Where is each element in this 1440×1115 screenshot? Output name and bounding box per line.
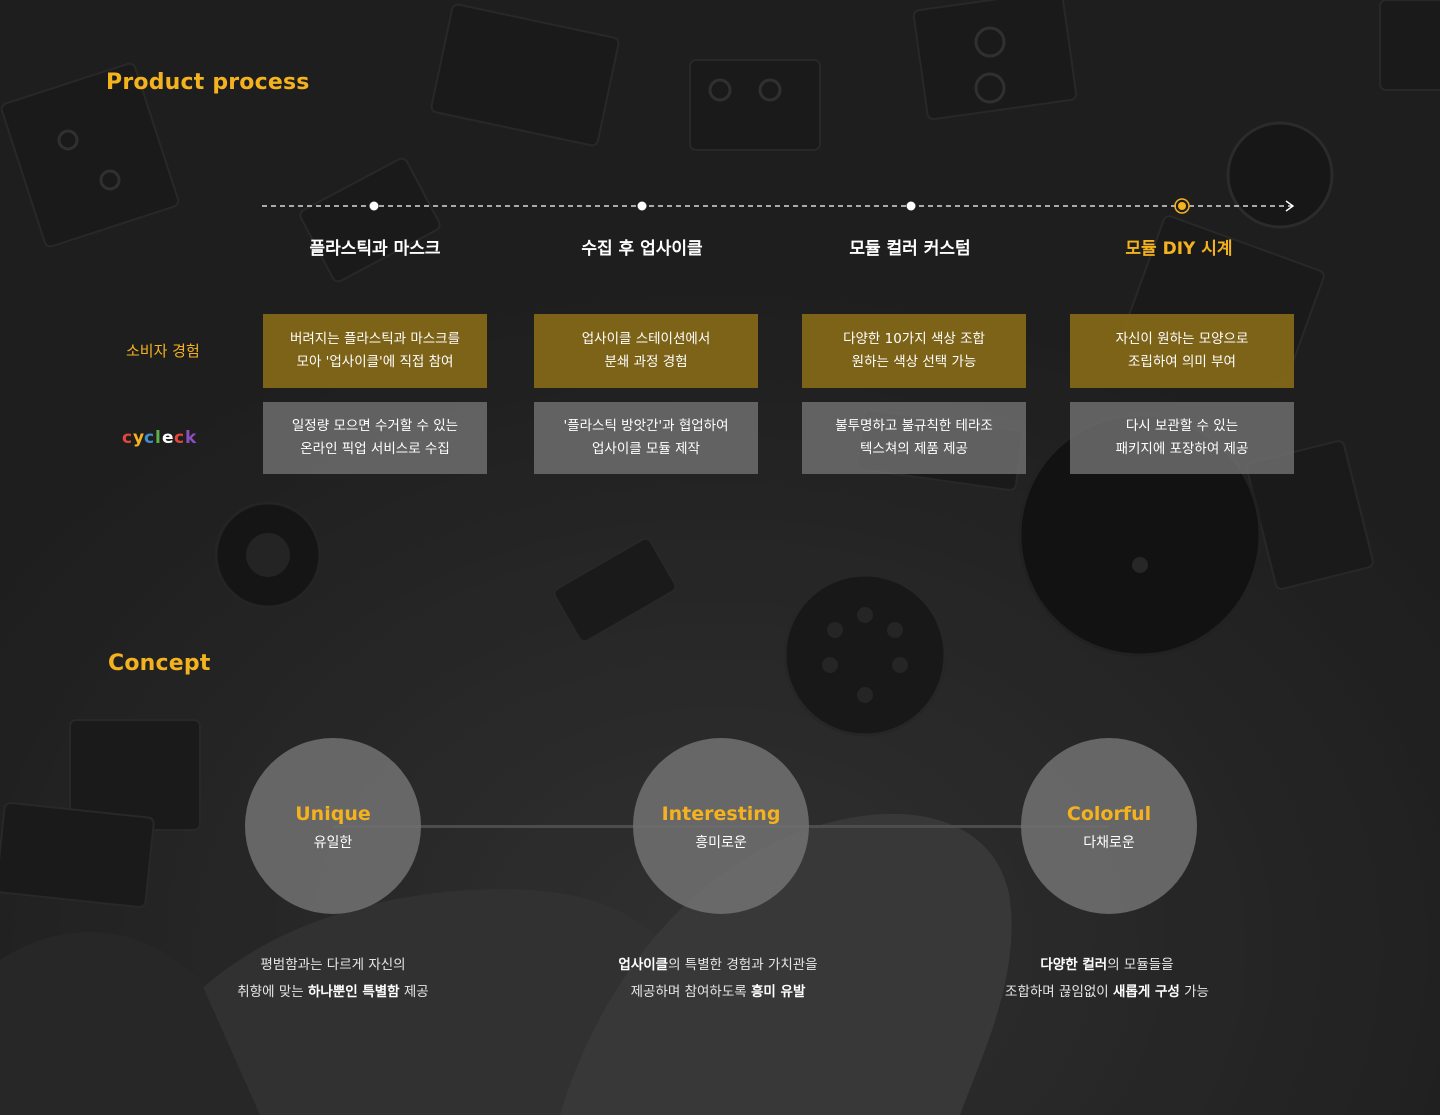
brand-card: 불투명하고 불규칙한 테라조 텍스쳐의 제품 제공 — [802, 402, 1026, 474]
cycleck-logo: c y c l e c k — [122, 428, 197, 448]
description-text: 조합하며 끊임없이 — [1005, 984, 1113, 1000]
description-text: 의 모듈들을 — [1107, 957, 1174, 973]
brand-card: 일정량 모으면 수거할 수 있는 온라인 픽업 서비스로 수집 — [263, 402, 487, 474]
card-line: 불투명하고 불규칙한 테라조 — [835, 418, 993, 434]
timeline-dot-active-core — [1178, 202, 1186, 210]
brand-card: '플라스틱 방앗간'과 협업하여 업사이클 모듈 제작 — [534, 402, 758, 474]
row-label-consumer: 소비자 경험 — [126, 342, 200, 360]
card-line: 모아 '업사이클'에 직접 참여 — [296, 354, 454, 370]
description-line: 평범함과는 다르게 자신의 — [183, 952, 483, 979]
timeline-dot-active — [1174, 198, 1190, 214]
timeline-dot — [369, 201, 379, 211]
card-line: 일정량 모으면 수거할 수 있는 — [291, 418, 459, 434]
card-line: 패키지에 포장하여 제공 — [1115, 441, 1249, 457]
description-text: 평범함과는 다르게 자신의 — [260, 957, 406, 973]
card-line: 분쇄 과정 경험 — [604, 354, 688, 370]
section-title-concept: Concept — [108, 651, 211, 676]
description-line: 업사이클의 특별한 경험과 가치관을 — [568, 952, 868, 979]
card-line: 자신이 원하는 모양으로 — [1115, 331, 1249, 347]
card-line: 다양한 10가지 색상 조합 — [843, 331, 985, 347]
concept-description: 업사이클의 특별한 경험과 가치관을 제공하며 참여하도록 흥미 유발 — [568, 952, 868, 1006]
concept-title-ko: 유일한 — [313, 834, 353, 851]
process-timeline — [262, 190, 1302, 220]
card-line: 업사이클 스테이션에서 — [581, 331, 711, 347]
description-line: 제공하며 참여하도록 흥미 유발 — [568, 979, 868, 1006]
svg-text:l: l — [155, 428, 161, 448]
concept-title-en: Unique — [295, 802, 371, 825]
consumer-card: 다양한 10가지 색상 조합 원하는 색상 선택 가능 — [802, 314, 1026, 388]
consumer-card: 업사이클 스테이션에서 분쇄 과정 경험 — [534, 314, 758, 388]
step-title-active: 모듈 DIY 시계 — [1125, 239, 1233, 259]
description-text: 제공하며 참여하도록 — [630, 984, 751, 1000]
card-line: 버려지는 플라스틱과 마스크를 — [289, 331, 461, 347]
card-line: 온라인 픽업 서비스로 수집 — [300, 441, 450, 457]
timeline-dot — [906, 201, 916, 211]
description-line: 다양한 컬러의 모듈들을 — [957, 952, 1257, 979]
card-line: '플라스틱 방앗간'과 협업하여 — [563, 418, 729, 434]
description-highlight: 흥미 유발 — [750, 984, 806, 1000]
description-highlight: 다양한 컬러 — [1040, 957, 1108, 973]
svg-text:c: c — [122, 428, 132, 448]
step-title: 모듈 컬러 커스텀 — [849, 239, 971, 259]
description-text: 제공 — [399, 984, 429, 1000]
card-line: 조립하여 의미 부여 — [1128, 354, 1236, 370]
concept-description: 평범함과는 다르게 자신의 취향에 맞는 하나뿐인 특별함 제공 — [183, 952, 483, 1006]
brand-card: 다시 보관할 수 있는 패키지에 포장하여 제공 — [1070, 402, 1294, 474]
card-line: 텍스쳐의 제품 제공 — [860, 441, 968, 457]
timeline-line — [262, 198, 1295, 214]
section-title-product-process: Product process — [106, 70, 310, 95]
description-line: 조합하며 끊임없이 새롭게 구성 가능 — [957, 979, 1257, 1006]
card-line: 업사이클 모듈 제작 — [592, 441, 700, 457]
svg-text:y: y — [133, 428, 144, 448]
description-line: 취향에 맞는 하나뿐인 특별함 제공 — [183, 979, 483, 1006]
svg-text:c: c — [174, 428, 184, 448]
step-title: 수집 후 업사이클 — [581, 239, 703, 259]
concept-circle-unique: Unique 유일한 — [245, 738, 421, 914]
description-highlight: 하나뿐인 특별함 — [307, 984, 400, 1000]
svg-text:c: c — [144, 428, 154, 448]
brand-logo: c y c l e c k — [122, 428, 206, 452]
description-text: 의 특별한 경험과 가치관을 — [668, 957, 818, 973]
step-title: 플라스틱과 마스크 — [309, 239, 441, 259]
consumer-card: 자신이 원하는 모양으로 조립하여 의미 부여 — [1070, 314, 1294, 388]
timeline-arrow-icon — [1285, 200, 1295, 212]
svg-text:k: k — [185, 428, 197, 448]
concept-description: 다양한 컬러의 모듈들을 조합하며 끊임없이 새롭게 구성 가능 — [957, 952, 1257, 1006]
concept-title-ko: 다채로운 — [1083, 834, 1135, 851]
consumer-card: 버려지는 플라스틱과 마스크를 모아 '업사이클'에 직접 참여 — [263, 314, 487, 388]
description-text: 가능 — [1179, 984, 1209, 1000]
concept-title-ko: 흥미로운 — [695, 834, 747, 851]
card-line: 다시 보관할 수 있는 — [1125, 418, 1239, 434]
svg-text:e: e — [162, 428, 174, 448]
description-highlight: 새롭게 구성 — [1113, 984, 1180, 1000]
concept-circle-interesting: Interesting 흥미로운 — [633, 738, 809, 914]
timeline-dot — [637, 201, 647, 211]
description-text: 취향에 맞는 — [237, 984, 308, 1000]
concept-circle-colorful: Colorful 다채로운 — [1021, 738, 1197, 914]
description-highlight: 업사이클 — [618, 957, 669, 973]
concept-title-en: Colorful — [1066, 802, 1152, 825]
card-line: 원하는 색상 선택 가능 — [851, 354, 977, 370]
concept-title-en: Interesting — [661, 802, 781, 825]
